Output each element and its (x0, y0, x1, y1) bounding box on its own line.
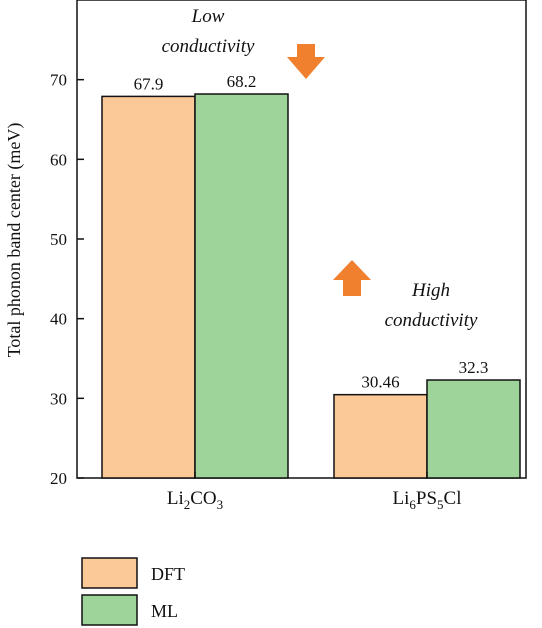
y-tick-label: 50 (50, 230, 67, 249)
annotation-text: conductivity (385, 310, 478, 331)
data-label: 67.9 (134, 74, 164, 93)
y-tick-label: 20 (50, 469, 67, 488)
annotation-text: conductivity (162, 36, 255, 57)
plot-area: 20 30 40 50 60 70 67.9 68.2 Li2CO3 30.46 32.3 Li6PS… (50, 0, 527, 512)
y-tick-label: 30 (50, 389, 67, 408)
data-label: 68.2 (227, 72, 257, 91)
bar-ml-0 (194, 93, 289, 479)
annotation-text: High (411, 280, 450, 301)
x-tick-label: Li6PS5Cl (393, 488, 462, 512)
data-label: 30.46 (361, 373, 399, 392)
legend: DFT ML (81, 557, 185, 626)
up-arrow-icon (333, 260, 371, 296)
legend-label: DFT (151, 564, 185, 584)
legend-swatch (81, 594, 138, 626)
annotation-text: Low (191, 6, 225, 27)
data-label: 32.3 (459, 358, 489, 377)
y-tick-label: 60 (50, 150, 67, 169)
x-tick-label: Li2CO3 (167, 488, 223, 512)
legend-swatch (81, 557, 138, 589)
bar-ml-1 (426, 379, 521, 479)
bar-dft-1 (333, 393, 428, 479)
y-axis-title: Total phonon band center (meV) (4, 123, 25, 358)
y-tick-label: 40 (50, 310, 67, 329)
bar-dft-0 (101, 95, 196, 479)
y-tick-label: 70 (50, 71, 67, 90)
legend-label: ML (151, 601, 178, 621)
down-arrow-icon (287, 44, 325, 79)
